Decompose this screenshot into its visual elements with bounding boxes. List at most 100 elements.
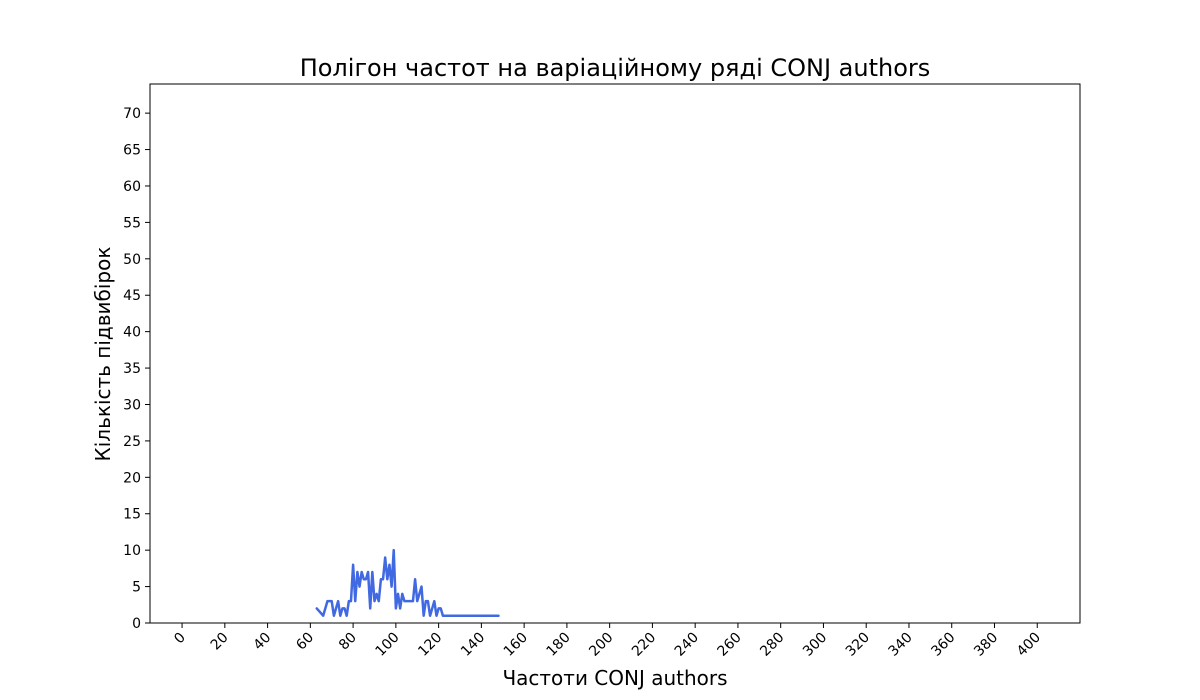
x-tick-label: 320 [843, 630, 873, 660]
data-point [384, 556, 386, 559]
data-point [435, 614, 438, 617]
data-point [352, 563, 354, 566]
y-tick-label: 40 [123, 325, 141, 341]
y-tick-label: 70 [123, 106, 141, 122]
y-tick-label: 10 [123, 543, 141, 559]
data-point [354, 600, 357, 602]
data-point [390, 585, 393, 588]
data-point [345, 614, 348, 617]
data-point [431, 607, 434, 610]
y-tick-label: 5 [132, 580, 141, 596]
data-point [348, 600, 350, 602]
data-point [420, 585, 423, 588]
y-tick-label: 20 [123, 470, 141, 486]
x-tick-label: 200 [586, 630, 616, 660]
data-point [337, 600, 339, 602]
data-point [315, 607, 318, 610]
data-point [343, 607, 346, 610]
x-tick-label: 340 [886, 630, 916, 660]
y-tick-label: 35 [123, 361, 141, 377]
data-point [356, 571, 359, 573]
data-point [380, 578, 382, 581]
data-point [369, 607, 372, 610]
data-point [362, 578, 365, 581]
y-axis-label: Кількість підвибірок [91, 247, 115, 462]
data-point [414, 578, 416, 581]
data-point [373, 600, 376, 602]
x-tick-label: 140 [458, 630, 488, 660]
y-tick-label: 45 [123, 288, 141, 304]
x-tick-label: 260 [715, 630, 745, 660]
x-tick-label: 240 [672, 630, 702, 660]
data-point [382, 578, 384, 581]
data-point [388, 563, 391, 566]
data-point [392, 549, 395, 551]
y-tick-label: 55 [123, 215, 141, 231]
data-point [371, 571, 374, 573]
data-point [418, 593, 421, 595]
data-point [375, 593, 378, 595]
data-point [322, 614, 324, 617]
y-tick-label: 50 [123, 252, 141, 268]
x-tick-label: 180 [544, 630, 574, 660]
data-point [412, 600, 414, 602]
data-point [395, 607, 397, 610]
data-point [399, 607, 401, 610]
plot-area [149, 83, 1081, 624]
data-point [377, 600, 380, 602]
x-tick-label: 120 [415, 630, 445, 660]
x-tick-label: 220 [629, 630, 659, 660]
data-point [386, 578, 389, 581]
data-point [424, 600, 427, 602]
data-point [401, 593, 404, 595]
data-point [427, 600, 429, 602]
x-tick-label: 0 [171, 630, 189, 648]
x-tick-label: 380 [971, 630, 1001, 660]
data-point [416, 600, 419, 602]
x-tick-label: 160 [501, 630, 531, 660]
x-axis: 0 20 40 60 80 100 120 140 160 180 200 220 240 260 280 3… [171, 623, 1044, 660]
x-tick-label: 20 [208, 630, 232, 654]
data-point [410, 600, 412, 602]
data-point [422, 614, 425, 617]
data-point [433, 600, 436, 602]
x-tick-label: 360 [928, 630, 958, 660]
data-point [497, 614, 500, 617]
series-layer [315, 548, 500, 617]
data-point [442, 614, 444, 617]
data-point [360, 571, 363, 573]
x-tick-label: 40 [250, 630, 274, 654]
data-point [339, 614, 342, 617]
data-point [397, 593, 399, 595]
data-point [328, 600, 331, 602]
x-axis-label: Частоти CONJ authors [502, 666, 727, 690]
x-tick-label: 300 [800, 630, 830, 660]
y-tick-label: 65 [123, 143, 141, 159]
chart-title: Полігон частот на варіаційному ряді CONJ… [300, 54, 931, 82]
data-point [405, 600, 408, 602]
data-point [439, 607, 442, 610]
y-tick-label: 15 [123, 507, 141, 523]
x-tick-label: 80 [336, 630, 360, 654]
y-axis: 0 5 10 15 20 25 30 35 40 45 50 55 60 65 70 [123, 106, 150, 632]
x-tick-label: 100 [372, 630, 402, 660]
y-tick-label: 0 [132, 616, 141, 632]
data-point [330, 600, 333, 602]
data-point [341, 607, 344, 610]
data-point [403, 600, 406, 602]
y-tick-label: 25 [123, 434, 141, 450]
data-point [358, 585, 361, 588]
data-point [367, 571, 369, 573]
data-point [326, 600, 329, 602]
data-point [350, 600, 352, 602]
x-tick-label: 400 [1014, 630, 1044, 660]
data-point [437, 607, 440, 610]
y-tick-label: 60 [123, 179, 141, 195]
data-point [365, 578, 367, 581]
data-point [333, 614, 335, 617]
data-point [429, 614, 431, 617]
x-tick-label: 280 [757, 630, 787, 660]
data-point [407, 600, 410, 602]
